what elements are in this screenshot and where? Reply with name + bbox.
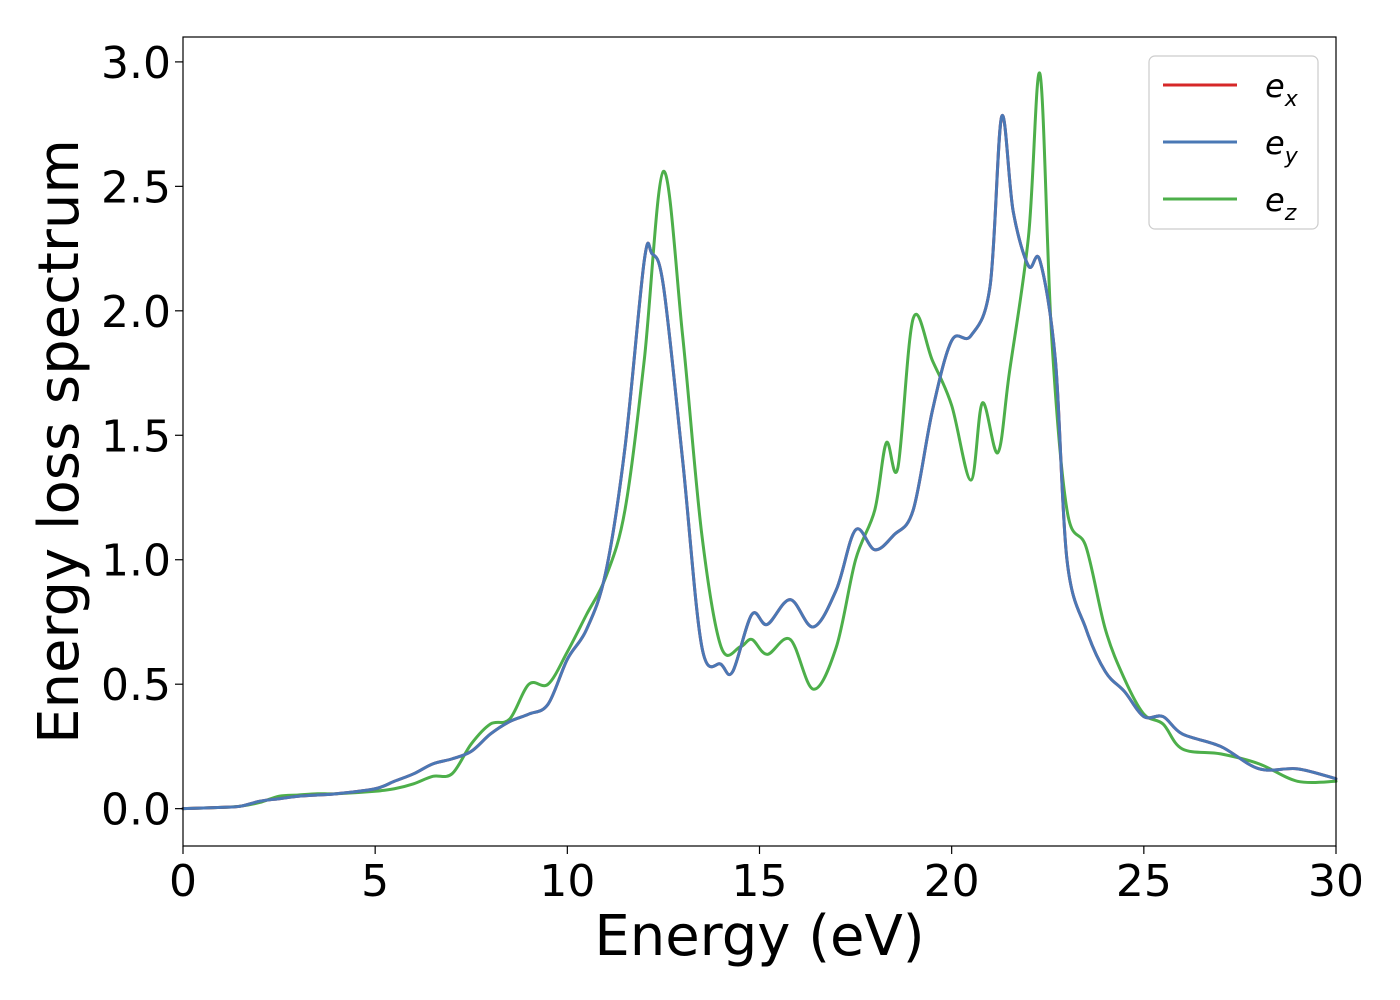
y-tick-label: 2.0: [101, 287, 171, 338]
series-line-ey: [181, 113, 1338, 811]
y-tick-label: 0.5: [101, 660, 171, 711]
legend-label-ey: ey: [1265, 124, 1299, 169]
x-tick-label: 30: [1308, 856, 1364, 907]
x-tick-label: 0: [169, 856, 197, 907]
y-tick-label: 0.0: [101, 785, 171, 836]
y-tick-label: 2.5: [101, 162, 171, 213]
x-tick-label: 5: [361, 856, 389, 907]
y-tick-label: 1.5: [101, 411, 171, 462]
y-axis-title: Energy loss spectrum: [27, 139, 92, 744]
x-tick-label: 10: [539, 856, 595, 907]
legend-label-ez: ez: [1265, 181, 1297, 226]
series-lines: [181, 71, 1338, 811]
legend: ex ey ez: [1148, 55, 1319, 230]
x-tick-label: 20: [924, 856, 980, 907]
x-tick-label: 25: [1116, 856, 1172, 907]
x-axis-ticks: 0 5 10 15 20 25 30: [169, 846, 1364, 907]
x-axis-title: Energy (eV): [594, 904, 924, 969]
x-tick-label: 15: [732, 856, 788, 907]
y-tick-label: 1.0: [101, 536, 171, 587]
y-axis-ticks: 0.0 0.5 1.0 1.5 2.0 2.5 3.0: [101, 38, 183, 836]
y-tick-label: 3.0: [101, 38, 171, 89]
legend-label-ex: ex: [1265, 67, 1299, 112]
